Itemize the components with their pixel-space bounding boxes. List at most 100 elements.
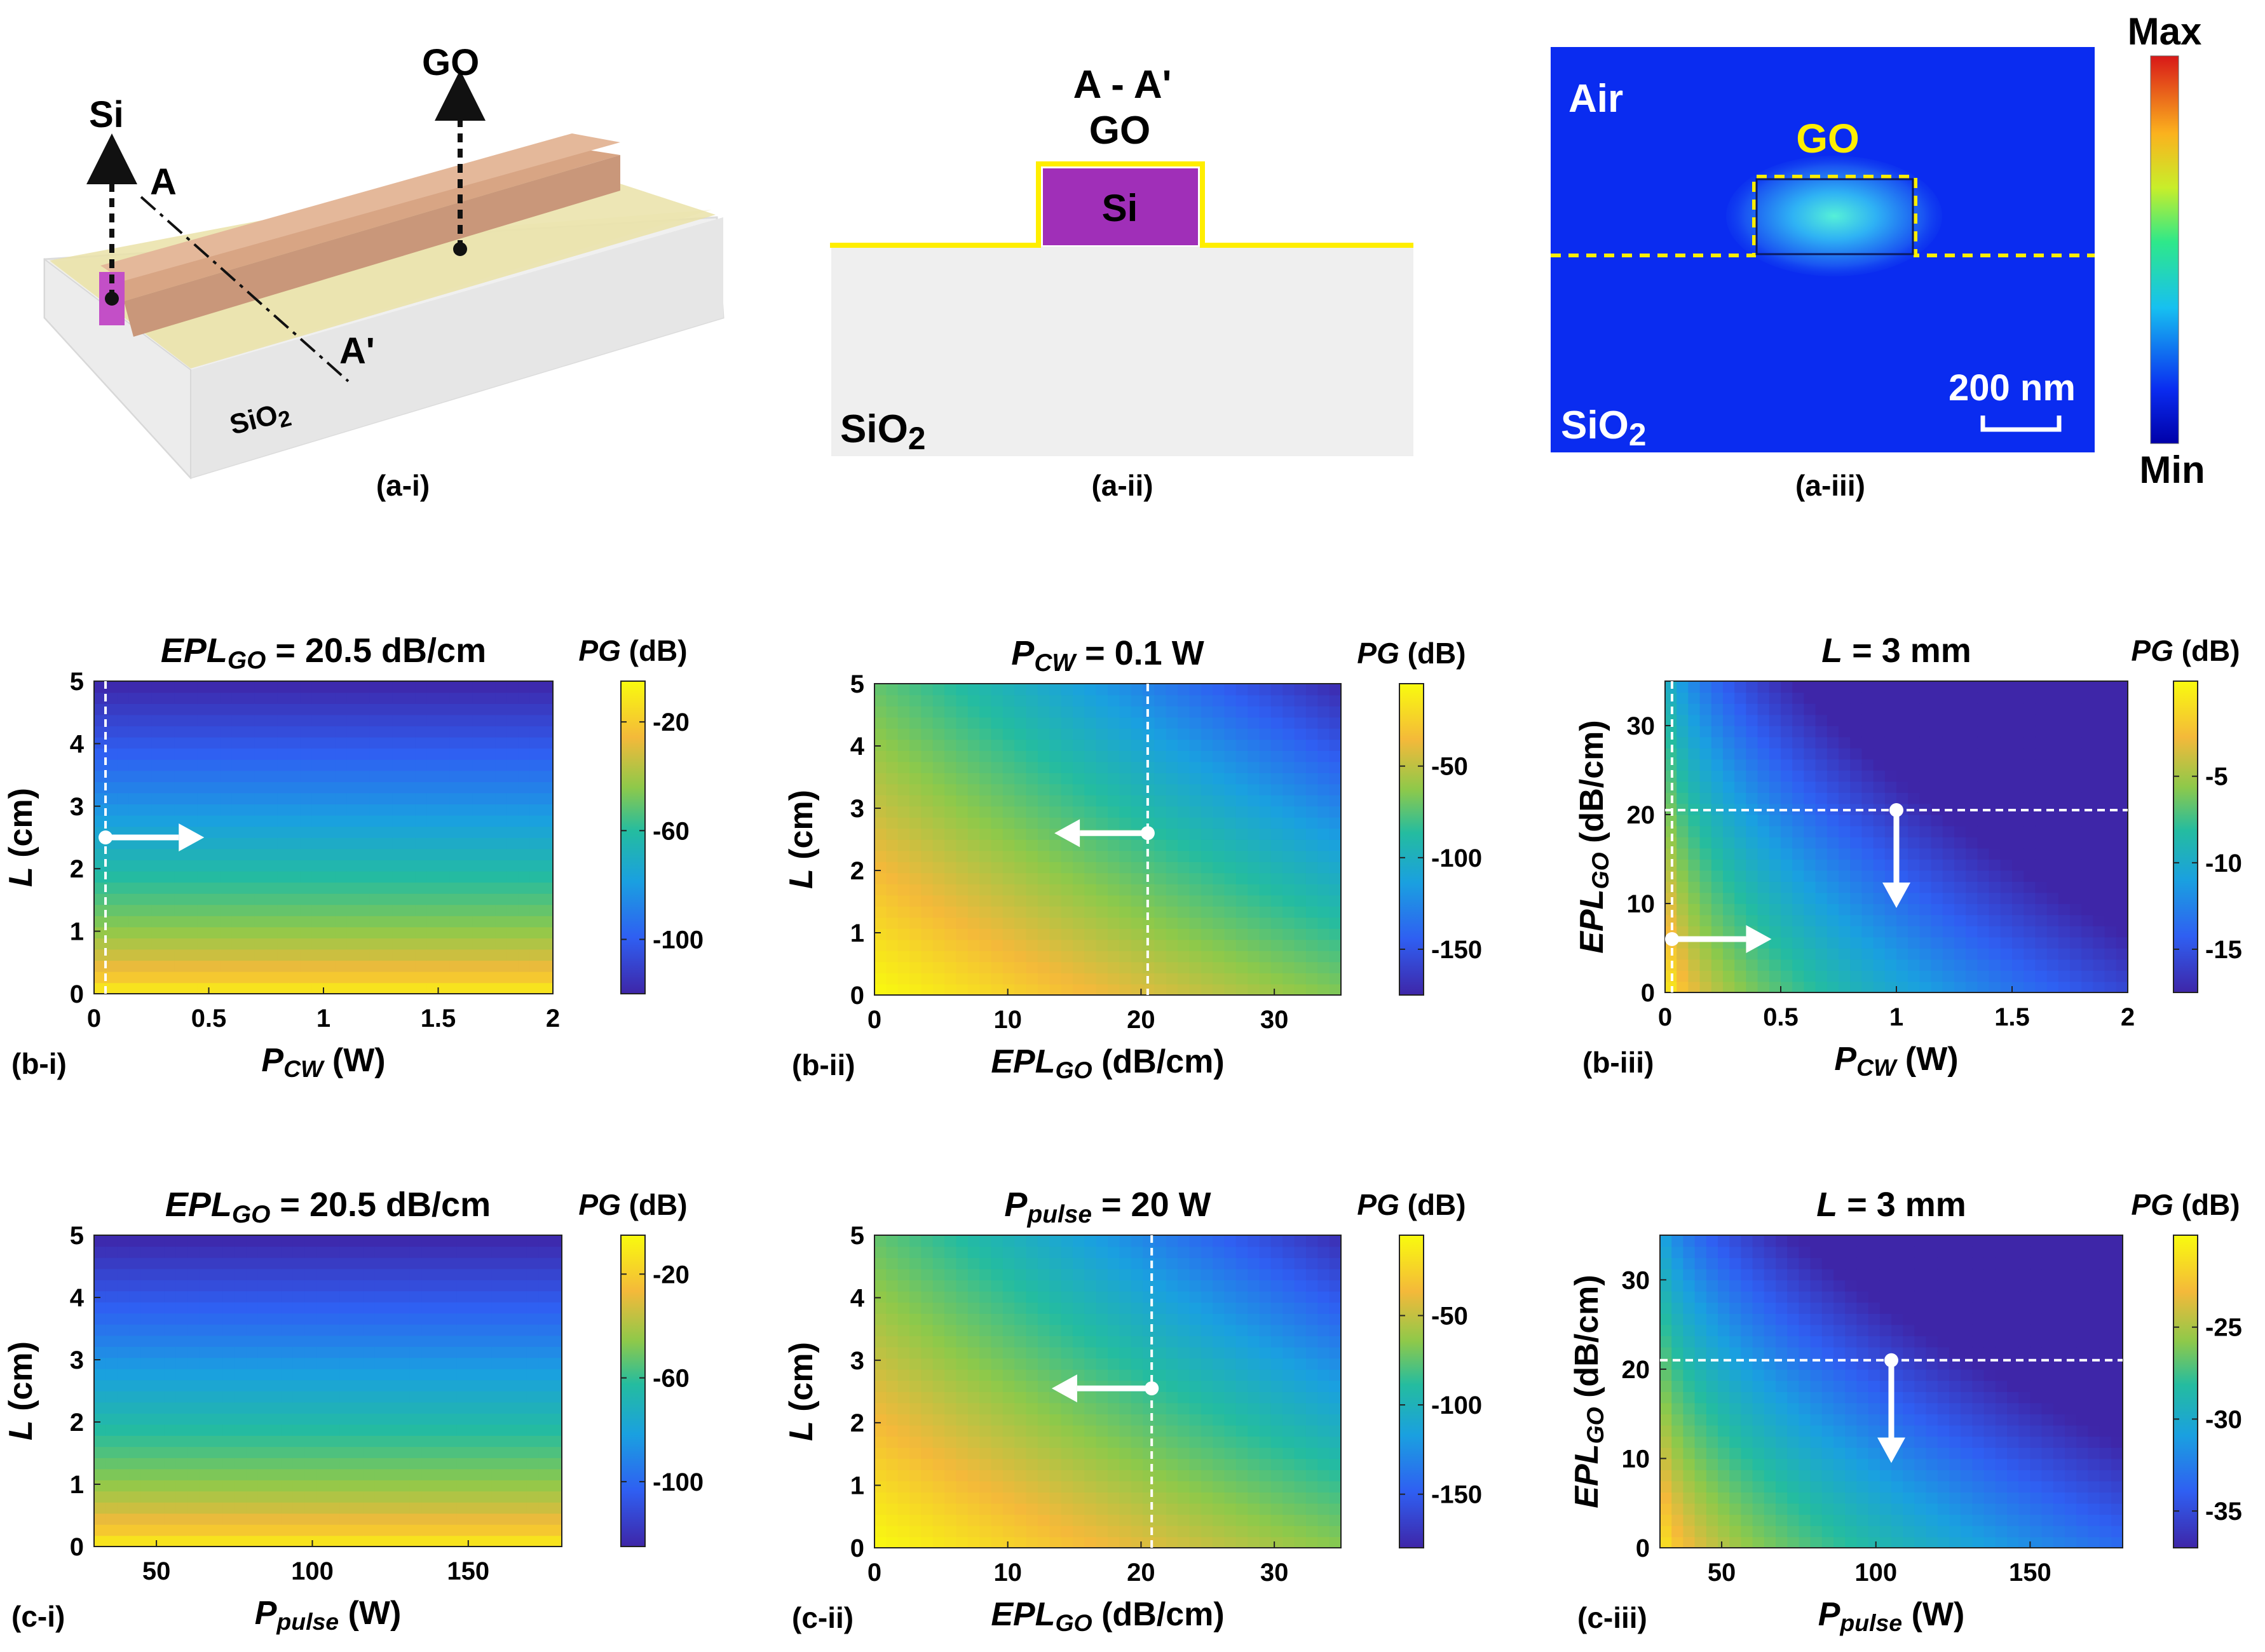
heatmap-cell xyxy=(874,1369,887,1381)
heatmap-cell xyxy=(129,1435,142,1447)
heatmap-cell xyxy=(921,1280,934,1292)
heatmap-cell xyxy=(211,1290,224,1303)
heatmap-cell xyxy=(468,1491,480,1503)
heatmap-cell xyxy=(2035,959,2048,971)
heatmap-cell xyxy=(199,1280,212,1292)
heatmap-cell xyxy=(529,971,542,984)
heatmap-cell xyxy=(140,692,153,704)
heatmap-cell xyxy=(129,1524,142,1536)
heatmap-cell xyxy=(222,1468,235,1480)
heatmap-cell xyxy=(886,1402,899,1414)
heatmap-cell xyxy=(421,1280,434,1292)
heatmap-cell xyxy=(2024,881,2036,893)
heatmap-cell xyxy=(1329,973,1342,985)
heatmap-cell xyxy=(515,1257,527,1269)
heatmap-cell xyxy=(967,1290,980,1303)
heatmap-cell xyxy=(266,870,278,883)
heatmap-cell xyxy=(304,1413,317,1425)
heatmap-cell xyxy=(1259,739,1272,751)
heatmap-cell xyxy=(1966,892,1978,904)
heatmap-cell xyxy=(2024,970,2036,982)
heatmap-cell xyxy=(363,1458,376,1470)
heatmap-cell xyxy=(886,1391,899,1404)
heatmap-cell xyxy=(2058,959,2071,971)
heatmap-cell xyxy=(1850,726,1863,738)
heatmap-cell xyxy=(128,736,140,749)
heatmap-cell xyxy=(266,815,278,827)
heatmap-cell xyxy=(197,971,210,984)
heatmap-cell xyxy=(1108,984,1120,996)
heatmap-cell xyxy=(1769,692,1781,704)
heatmap-cell xyxy=(1954,981,1966,993)
heatmap-cell xyxy=(1294,684,1307,696)
heatmap-cell xyxy=(541,726,554,738)
heatmap-cell xyxy=(550,1346,562,1358)
heatmap-cell xyxy=(129,1424,142,1436)
heatmap-cell xyxy=(2093,792,2105,804)
heatmap-cell xyxy=(1677,792,1689,804)
heatmap-cell xyxy=(874,939,887,951)
heatmap-cell xyxy=(1317,961,1330,973)
heatmap-cell xyxy=(304,1424,317,1436)
heatmap-cell xyxy=(1026,1458,1038,1470)
heatmap-cell xyxy=(1072,850,1085,862)
heatmap-cell xyxy=(339,1302,352,1314)
heatmap-cell xyxy=(175,1302,188,1314)
heatmap-cell xyxy=(1850,959,1863,971)
heatmap-cell xyxy=(472,837,485,850)
heatmap-cell xyxy=(292,1480,305,1492)
heatmap-cell xyxy=(1329,961,1342,973)
heatmap-cell xyxy=(541,960,554,972)
heatmap-cell xyxy=(374,1257,387,1269)
heatmap-cell xyxy=(404,703,416,715)
heatmap-cell xyxy=(1329,872,1342,884)
heatmap-cell xyxy=(503,1491,516,1503)
heatmap-cell xyxy=(445,1391,458,1403)
heatmap-cell xyxy=(1769,926,1781,938)
heatmap-cell xyxy=(897,1447,910,1459)
heatmap-cell xyxy=(480,1413,493,1425)
heatmap-cell xyxy=(1014,773,1027,785)
heatmap-cell xyxy=(374,1369,387,1381)
heatmap-cell xyxy=(421,1268,434,1280)
x-axis-label: EPLGO (dB/cm) xyxy=(991,1043,1224,1083)
heatmap-cell xyxy=(1270,973,1284,985)
heatmap-cell xyxy=(909,1402,922,1414)
heatmap-cell xyxy=(874,783,887,796)
heatmap-cell xyxy=(129,1535,142,1547)
heatmap-cell xyxy=(197,770,210,782)
heatmap-cell xyxy=(351,1524,364,1536)
heatmap-cell xyxy=(1049,906,1062,918)
heatmap-cell xyxy=(1119,850,1132,862)
heatmap-cell xyxy=(472,782,485,794)
heatmap-cell xyxy=(2104,959,2117,971)
heatmap-cell xyxy=(1037,773,1051,785)
heatmap-cell xyxy=(1769,714,1781,726)
heatmap-cell xyxy=(2012,881,2024,893)
heatmap-cell xyxy=(266,960,278,972)
heatmap-cell xyxy=(886,917,899,929)
heatmap-cell xyxy=(1711,825,1724,837)
heatmap-cell xyxy=(1049,783,1062,796)
heatmap-cell xyxy=(386,1369,399,1381)
heatmap-cell xyxy=(1224,828,1237,840)
heatmap-cell xyxy=(1329,706,1342,718)
heatmap-cell xyxy=(1166,717,1178,729)
heatmap-cell xyxy=(1815,815,1828,827)
heatmap-cell xyxy=(1166,884,1178,896)
heatmap-cell xyxy=(94,1391,107,1403)
heatmap-cell xyxy=(449,949,462,961)
heatmap-cell xyxy=(381,826,393,838)
heatmap-cell xyxy=(1143,928,1155,940)
heatmap-cell xyxy=(1919,825,1932,837)
heatmap-cell xyxy=(1815,848,1828,860)
heatmap-cell xyxy=(1002,1470,1015,1482)
heatmap-cell xyxy=(386,1535,399,1547)
heatmap-cell xyxy=(909,761,922,773)
heatmap-cell xyxy=(328,1369,341,1381)
heatmap-cell xyxy=(369,926,382,938)
heatmap-cell xyxy=(1294,761,1307,773)
heatmap-cell xyxy=(921,773,934,785)
heatmap-cell xyxy=(2000,870,2013,882)
